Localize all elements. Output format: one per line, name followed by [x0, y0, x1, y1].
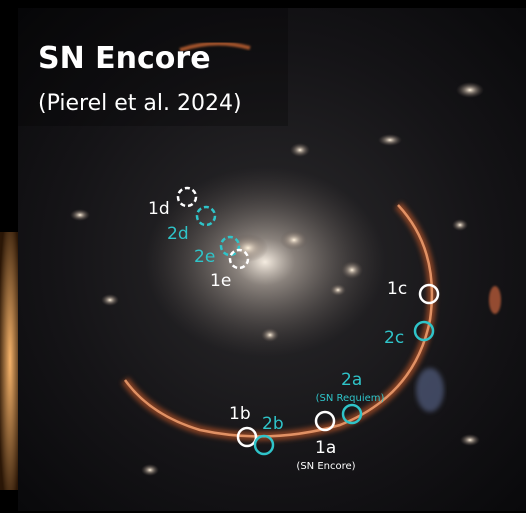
marker-label: 1d	[148, 199, 170, 219]
markers	[176, 186, 440, 456]
marker-label: 1e	[210, 271, 231, 291]
marker-note: (SN Requiem)	[316, 393, 385, 404]
marker-note: (SN Encore)	[296, 461, 355, 472]
marker-labels: 1d 2d 2e 1e 1c 2c 2a (SN Requiem) 1b 2b …	[148, 199, 407, 472]
marker-label: 2d	[167, 224, 189, 244]
galaxy	[456, 82, 484, 98]
galaxy	[416, 368, 444, 412]
marker-label: 1c	[387, 279, 407, 299]
marker-label: 2c	[384, 328, 404, 348]
galaxy	[141, 464, 159, 476]
galaxy	[330, 284, 346, 296]
galaxy	[70, 209, 90, 221]
galaxy	[280, 230, 308, 250]
marker-circle	[413, 320, 435, 342]
galaxy	[228, 234, 268, 262]
cluster-glow	[145, 167, 385, 357]
subtitle: (Pierel et al. 2024)	[38, 91, 242, 116]
marker-label: 2b	[262, 414, 284, 434]
galaxy	[341, 261, 363, 279]
marker-circle	[219, 235, 241, 257]
marker-label: 1a	[315, 438, 336, 458]
marker-label: 2e	[194, 247, 215, 267]
title-backdrop	[18, 8, 288, 126]
galaxy	[452, 219, 468, 231]
marker-circle	[176, 186, 198, 208]
galaxy	[460, 434, 480, 446]
title: SN Encore	[38, 41, 211, 76]
marker-circle	[195, 205, 217, 227]
galaxy	[101, 294, 119, 306]
galaxy	[378, 134, 402, 146]
marker-circle	[314, 410, 336, 432]
marker-circle	[418, 283, 440, 305]
galaxy	[290, 143, 310, 157]
galaxy	[489, 286, 501, 314]
marker-circle	[341, 403, 363, 425]
marker-circle	[236, 426, 258, 448]
marker-circle	[228, 248, 250, 270]
marker-label: 1b	[229, 404, 251, 424]
lensed-arc	[123, 204, 434, 438]
arc-small	[179, 41, 251, 52]
side-panel	[0, 232, 20, 490]
galaxy	[261, 328, 279, 342]
galaxies	[70, 41, 501, 476]
marker-circle	[253, 434, 275, 456]
marker-label: 2a	[341, 370, 362, 390]
